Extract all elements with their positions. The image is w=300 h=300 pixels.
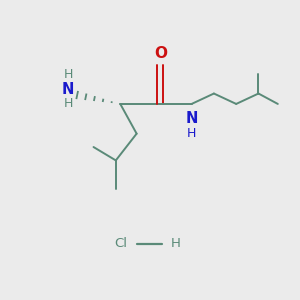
Text: H: H	[187, 127, 196, 140]
Text: H: H	[170, 237, 180, 250]
Text: H: H	[64, 98, 73, 110]
Text: Cl: Cl	[114, 237, 127, 250]
Text: H: H	[64, 68, 73, 81]
Text: N: N	[185, 111, 198, 126]
Text: O: O	[154, 46, 167, 61]
Text: N: N	[62, 82, 74, 97]
